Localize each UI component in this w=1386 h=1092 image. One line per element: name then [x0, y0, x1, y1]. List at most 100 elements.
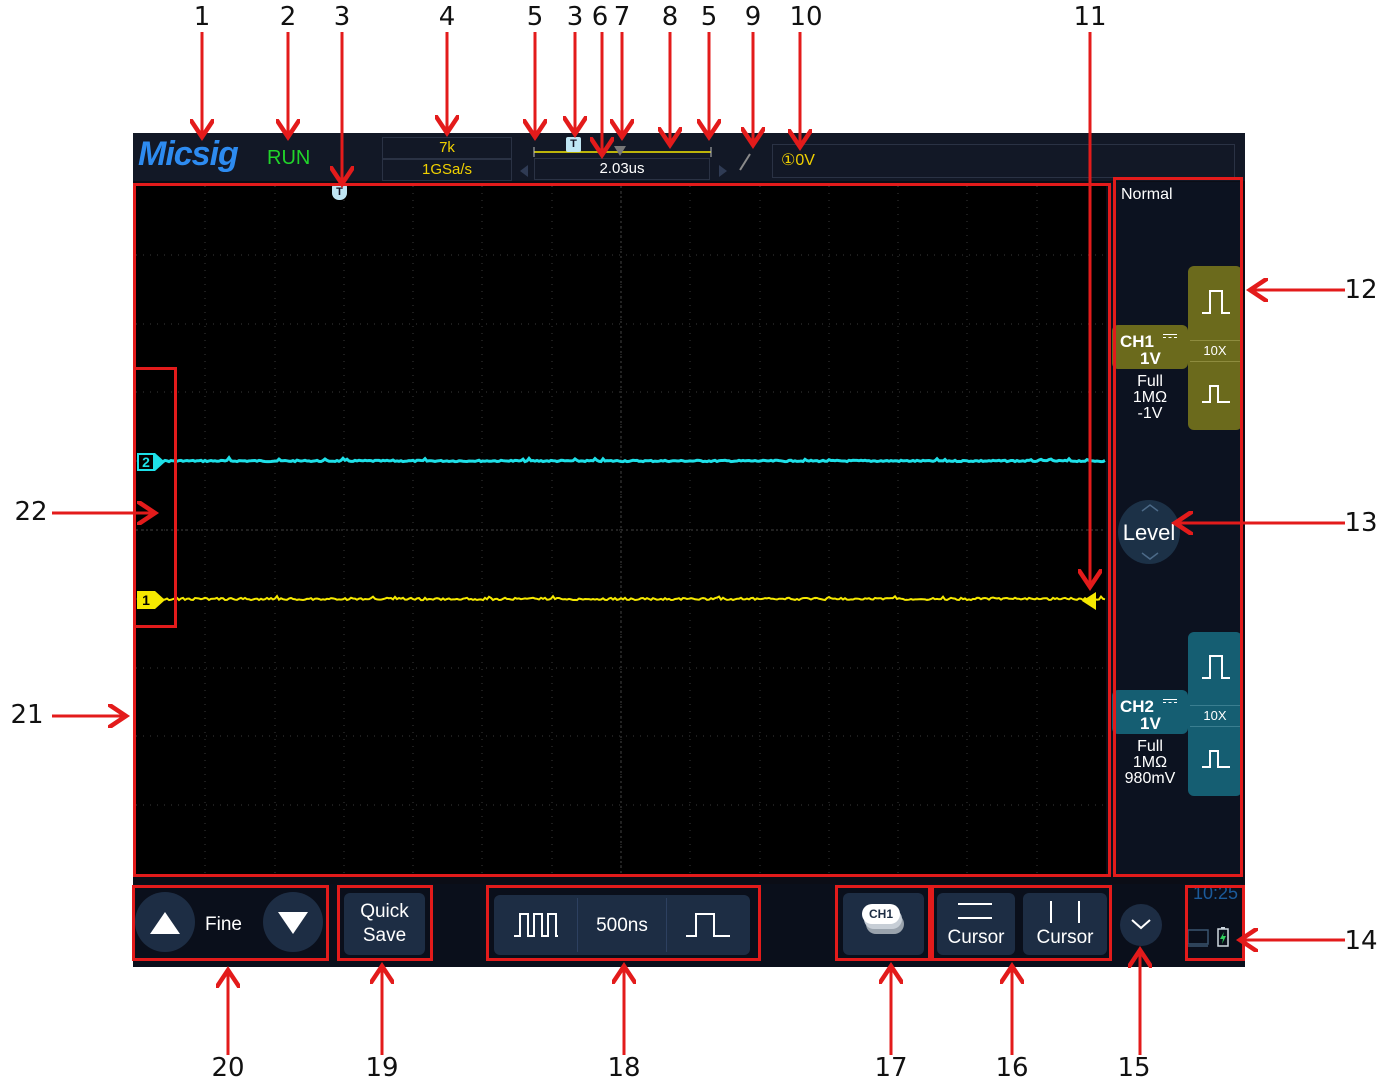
chevron-down-icon: [1131, 919, 1151, 930]
callout-number-6: 6: [591, 2, 609, 32]
down-arrow-icon: [278, 912, 308, 934]
ch2-scale-up-icon[interactable]: [1200, 652, 1232, 682]
ch1-offset: -1V: [1137, 405, 1163, 422]
horizontal-cursor-label: Cursor: [947, 927, 1005, 948]
callout-number-12: 12: [1344, 275, 1378, 305]
callout-number-19: 19: [365, 1053, 399, 1083]
vertical-cursor-icon: [1050, 901, 1080, 923]
callout-number-15: 15: [1117, 1053, 1151, 1083]
ch2-impedance: 1MΩ: [1132, 754, 1168, 771]
callout-number-22: 22: [14, 497, 48, 527]
callout-number-2: 2: [279, 2, 297, 32]
ch1-scale-down-icon[interactable]: [1200, 380, 1232, 406]
rising-edge-icon[interactable]: [736, 150, 756, 174]
ch1-probe-panel[interactable]: [1188, 266, 1242, 430]
level-label: Level: [1122, 520, 1176, 545]
trigger-level-readout[interactable]: ①0V: [772, 144, 1235, 178]
ch1-coupling-icon: [1163, 334, 1177, 338]
callout-box-channel-markers: [133, 367, 177, 628]
callout-number-10: 10: [789, 2, 823, 32]
timebase-control[interactable]: [494, 895, 750, 955]
network-icon: [1187, 929, 1209, 947]
channel-stack-icon: CH1: [862, 904, 904, 934]
ch2-scale-down-icon[interactable]: [1200, 745, 1232, 771]
callout-box-fine-control: [132, 885, 329, 961]
ch1-scale-up-icon[interactable]: [1200, 287, 1232, 317]
timebase-faster-icon[interactable]: [512, 910, 560, 940]
fine-label[interactable]: Fine: [205, 914, 242, 935]
ch2-waveform: [161, 455, 1106, 464]
trigger-mode[interactable]: Normal: [1121, 186, 1173, 203]
timeline-trigger-marker: T: [566, 137, 581, 152]
run-status[interactable]: RUN: [267, 147, 311, 169]
ch1-bandwidth: Full: [1137, 373, 1163, 390]
callout-number-1: 1: [193, 2, 211, 32]
scroll-left-icon: [520, 165, 528, 177]
timebase-divider-right: [666, 898, 667, 952]
ch2-scale: 1V: [1140, 714, 1161, 733]
callout-box-channel-select: [835, 885, 931, 961]
ch2-probe-panel[interactable]: [1188, 632, 1242, 796]
ch1-impedance: 1MΩ: [1132, 389, 1168, 406]
ch2-name: CH2: [1120, 697, 1155, 716]
up-arrow-icon: [150, 912, 180, 934]
ch2-offset: 980mV: [1124, 770, 1176, 787]
vertical-cursor-button[interactable]: [1023, 893, 1107, 955]
callout-number-9: 9: [744, 2, 762, 32]
vertical-cursor-label: Cursor: [1036, 927, 1094, 948]
ch1-scale: 1V: [1140, 349, 1161, 368]
level-knob[interactable]: [1118, 500, 1180, 564]
clock: 10:25: [1193, 883, 1239, 903]
top-status-bar: [133, 133, 1245, 181]
trigger-time-marker[interactable]: T: [332, 185, 347, 200]
ch2-marker-arrow: [155, 453, 165, 471]
trigger-position[interactable]: 2.03us: [534, 158, 710, 180]
callout-number-17: 17: [874, 1053, 908, 1083]
timebase-value: 500ns: [596, 915, 648, 936]
ch2-coupling-icon: [1163, 699, 1177, 703]
callout-number-3b: 3: [566, 2, 584, 32]
callout-box-status-icons: [1185, 885, 1245, 961]
graticule: [136, 186, 1106, 874]
ch1-marker[interactable]: 1: [137, 591, 155, 609]
sample-rate[interactable]: 1GSa/s: [382, 159, 512, 181]
callout-box-right-panel: [1113, 177, 1243, 877]
micsig-logo: Micsig: [138, 135, 239, 173]
quick-save-button[interactable]: Quick Save: [344, 893, 425, 955]
timeline-window-marker: [614, 146, 626, 156]
callout-number-13: 13: [1344, 508, 1378, 538]
horizontal-cursor-icon: [958, 903, 992, 919]
ch2-button[interactable]: [1112, 690, 1188, 734]
callout-box-timebase: [486, 885, 761, 961]
callout-number-14: 14: [1344, 926, 1378, 956]
callout-box-quick-save: [337, 885, 433, 961]
scroll-right-icon: [719, 165, 727, 177]
callout-number-16: 16: [995, 1053, 1029, 1083]
ch2-bandwidth: Full: [1137, 738, 1163, 755]
timebase-divider-left: [577, 898, 578, 952]
ch1-button[interactable]: [1112, 325, 1188, 369]
timebase-slower-icon[interactable]: [684, 910, 732, 940]
menu-expand-button[interactable]: [1120, 904, 1162, 946]
ch2-probe-ratio[interactable]: 10X: [1190, 705, 1240, 727]
level-down-icon: [1141, 552, 1159, 560]
callout-number-8: 8: [661, 2, 679, 32]
trigger-level-marker[interactable]: [1082, 592, 1096, 610]
callout-number-7: 7: [613, 2, 631, 32]
battery-charging-icon: [1217, 927, 1229, 947]
memory-depth[interactable]: 7k: [382, 137, 512, 159]
level-up-icon: [1141, 504, 1159, 512]
ch2-marker[interactable]: 2: [137, 453, 155, 471]
waveform-display-grid[interactable]: [136, 186, 1106, 874]
callout-number-5b: 5: [700, 2, 718, 32]
timeline-overview[interactable]: [516, 136, 731, 182]
callout-number-5a: 5: [526, 2, 544, 32]
callout-number-11: 11: [1073, 2, 1107, 32]
ch1-marker-arrow: [155, 591, 165, 609]
callout-number-18: 18: [607, 1053, 641, 1083]
ch1-probe-ratio[interactable]: 10X: [1190, 340, 1240, 362]
callout-number-3: 3: [333, 2, 351, 32]
ch1-name: CH1: [1120, 332, 1155, 351]
callout-number-20: 20: [211, 1053, 245, 1083]
